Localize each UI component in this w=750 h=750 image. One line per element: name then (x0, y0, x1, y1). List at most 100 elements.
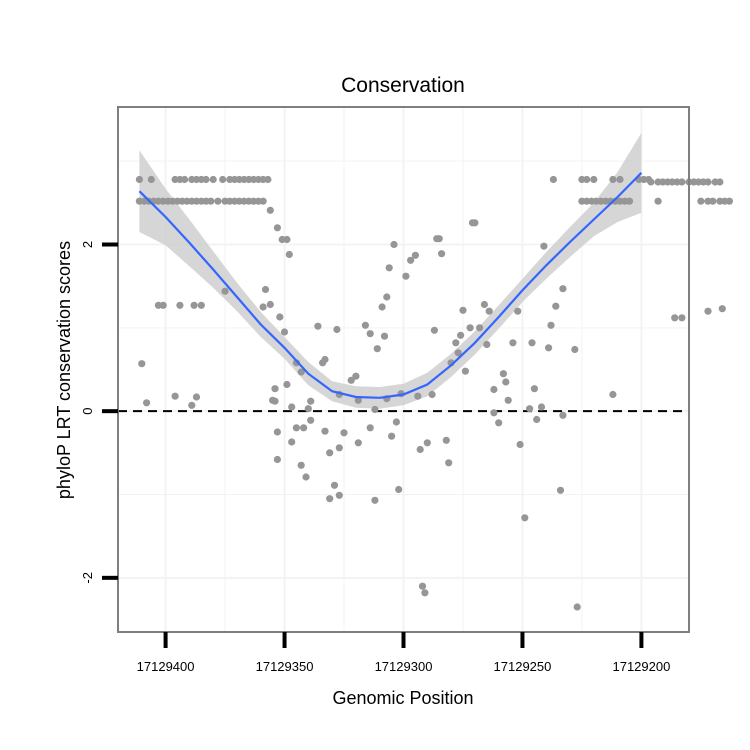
data-point (190, 301, 198, 309)
data-point (526, 405, 534, 413)
data-point (271, 397, 279, 405)
data-point (214, 197, 222, 205)
data-point (616, 175, 624, 184)
data-point (704, 307, 712, 315)
data-point (292, 359, 300, 367)
data-point (219, 175, 227, 184)
data-point (326, 449, 334, 457)
data-point (590, 175, 598, 184)
grid-lines (118, 107, 689, 632)
data-point (671, 314, 679, 322)
data-point (297, 461, 305, 469)
data-point (504, 396, 512, 404)
data-point (552, 302, 560, 310)
data-point (678, 314, 686, 322)
data-point (483, 340, 491, 349)
data-point (340, 429, 348, 437)
data-point (390, 240, 398, 249)
data-point (537, 403, 546, 411)
data-point (261, 285, 270, 294)
data-point (559, 411, 567, 419)
data-point (549, 175, 558, 184)
data-point (176, 301, 184, 309)
data-point (654, 197, 662, 205)
data-point (454, 349, 462, 357)
data-point (459, 306, 467, 314)
data-point (352, 372, 360, 380)
data-point (540, 242, 548, 250)
data-point (716, 178, 724, 186)
data-point (280, 328, 289, 336)
data-point (530, 385, 539, 393)
data-point (718, 305, 726, 313)
data-point (625, 197, 634, 205)
data-point (383, 293, 391, 301)
data-point (292, 424, 300, 432)
data-point (435, 235, 443, 243)
data-point (445, 459, 453, 467)
data-point (392, 418, 400, 426)
data-point (361, 321, 369, 329)
data-point (704, 178, 712, 186)
data-point (171, 392, 179, 400)
data-point (414, 392, 422, 400)
data-point (571, 345, 579, 354)
data-point (485, 307, 493, 315)
data-point (354, 396, 362, 404)
data-point (276, 313, 284, 321)
data-point (259, 197, 267, 205)
y-tick-label: -2 (80, 572, 95, 584)
chart-title: Conservation (341, 74, 465, 97)
data-point (354, 439, 362, 447)
data-point (402, 272, 410, 280)
data-point (371, 496, 379, 504)
confidence-band (139, 132, 642, 409)
data-point (266, 206, 274, 214)
data-point (266, 300, 274, 309)
data-point (371, 405, 379, 414)
data-point (430, 326, 438, 334)
data-point (442, 436, 450, 444)
x-tick-label: 17129400 (137, 659, 195, 674)
y-axis-ticks: -2 0 2 (80, 241, 118, 584)
data-point (709, 197, 717, 205)
data-point (197, 301, 205, 309)
data-point (347, 376, 355, 384)
data-point (288, 403, 296, 411)
x-tick-label: 17129250 (494, 659, 552, 674)
data-point (326, 495, 334, 503)
data-point (273, 455, 281, 464)
data-point (421, 589, 429, 597)
data-point (304, 405, 312, 413)
data-point (407, 256, 415, 264)
data-point (314, 322, 322, 330)
data-point (678, 178, 686, 186)
data-point (192, 393, 201, 401)
data-point (380, 332, 389, 340)
confidence-band-layer (139, 132, 642, 409)
data-point (457, 331, 465, 339)
data-point (307, 416, 315, 424)
smooth-trend-line (138, 172, 643, 399)
data-point (138, 360, 146, 368)
data-point (285, 250, 293, 259)
data-point (283, 235, 291, 244)
data-point (533, 415, 541, 424)
x-axis-ticks: 17129400 17129350 17129300 17129250 17129200 (137, 632, 670, 674)
data-point (147, 175, 155, 184)
data-point (300, 424, 308, 432)
y-axis-title: phyloP LRT conservation scores (54, 241, 74, 499)
x-tick-label: 17129300 (375, 659, 433, 674)
data-point (490, 409, 498, 417)
y-tick-label: 0 (80, 408, 95, 415)
data-point (476, 324, 484, 332)
data-point (418, 582, 427, 590)
data-point (559, 285, 567, 293)
data-point (495, 419, 503, 427)
data-point (416, 445, 424, 454)
data-point (647, 178, 655, 186)
data-point (321, 355, 329, 364)
y-tick-label: 2 (80, 241, 95, 248)
data-point (725, 197, 734, 205)
